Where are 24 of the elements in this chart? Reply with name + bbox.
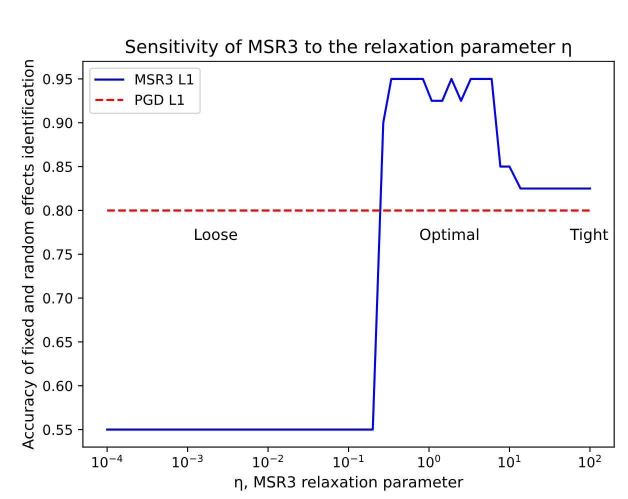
x-tick-label: 10$^{1}$	[498, 454, 520, 468]
y-tick-label: 0.95	[43, 74, 72, 84]
y-tick-label: 0.80	[43, 205, 72, 216]
y-tick-label: 0.65	[43, 336, 72, 348]
x-tick-label: 10$^{−3}$	[172, 454, 203, 468]
annotation: Optimal	[420, 228, 478, 244]
y-tick-label: 0.75	[43, 249, 72, 260]
y-tick-label: 0.70	[43, 293, 72, 304]
y-tick-label: 0.90	[43, 118, 72, 128]
legend-label: MSR3 L1	[136, 74, 194, 85]
y-tick-label: 0.55	[43, 424, 72, 436]
chart-title: Sensitivity of MSR3 to the relaxation parameter η	[126, 39, 571, 57]
x-tick-label: 10$^{−2}$	[253, 454, 283, 468]
x-tick-label: 10$^{−4}$	[92, 454, 122, 468]
annotation: Tight	[570, 228, 608, 244]
annotation: Loose	[195, 228, 238, 240]
x-tick-label: 10$^{0}$	[418, 454, 440, 468]
y-tick-label: 0.60	[43, 380, 72, 392]
x-axis-title: η, MSR3 relaxation parameter	[235, 476, 464, 491]
x-tick-label: 10$^{−1}$	[334, 454, 364, 468]
y-tick-label: 0.85	[43, 162, 72, 172]
y-axis-title: Accuracy of fixed and random effects identification	[22, 60, 37, 450]
legend-label: PGD L1	[136, 94, 184, 106]
x-tick-label: 10$^{2}$	[579, 454, 601, 468]
